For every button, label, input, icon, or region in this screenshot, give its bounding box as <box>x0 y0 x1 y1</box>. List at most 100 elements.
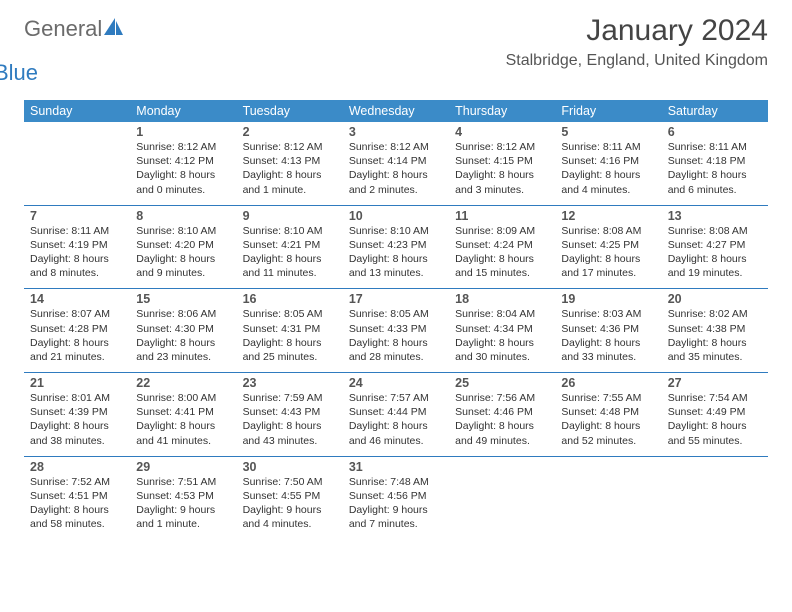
daylight-text: Daylight: 8 hours and 9 minutes. <box>136 252 230 280</box>
daylight-text: Daylight: 8 hours and 11 minutes. <box>243 252 337 280</box>
day-number: 16 <box>243 292 337 306</box>
sunrise-text: Sunrise: 8:12 AM <box>243 140 337 154</box>
sunrise-text: Sunrise: 8:11 AM <box>30 224 124 238</box>
day-number: 18 <box>455 292 549 306</box>
sunrise-text: Sunrise: 7:55 AM <box>561 391 655 405</box>
sunset-text: Sunset: 4:27 PM <box>668 238 762 252</box>
calendar-day-cell: 12Sunrise: 8:08 AMSunset: 4:25 PMDayligh… <box>555 206 661 289</box>
sunrise-text: Sunrise: 8:11 AM <box>668 140 762 154</box>
weekday-header-row: Sunday Monday Tuesday Wednesday Thursday… <box>24 100 768 122</box>
daylight-text: Daylight: 8 hours and 6 minutes. <box>668 168 762 196</box>
calendar-day-cell <box>662 457 768 540</box>
daylight-text: Daylight: 8 hours and 0 minutes. <box>136 168 230 196</box>
day-number: 2 <box>243 125 337 139</box>
daylight-text: Daylight: 8 hours and 13 minutes. <box>349 252 443 280</box>
sunset-text: Sunset: 4:44 PM <box>349 405 443 419</box>
calendar-day-cell: 9Sunrise: 8:10 AMSunset: 4:21 PMDaylight… <box>237 206 343 289</box>
day-number: 30 <box>243 460 337 474</box>
calendar-day-cell: 23Sunrise: 7:59 AMSunset: 4:43 PMDayligh… <box>237 373 343 456</box>
sunset-text: Sunset: 4:51 PM <box>30 489 124 503</box>
day-number: 21 <box>30 376 124 390</box>
calendar-week-row: 21Sunrise: 8:01 AMSunset: 4:39 PMDayligh… <box>24 373 768 457</box>
calendar-day-cell: 11Sunrise: 8:09 AMSunset: 4:24 PMDayligh… <box>449 206 555 289</box>
calendar-day-cell: 25Sunrise: 7:56 AMSunset: 4:46 PMDayligh… <box>449 373 555 456</box>
day-number: 1 <box>136 125 230 139</box>
sunrise-text: Sunrise: 7:48 AM <box>349 475 443 489</box>
calendar-day-cell: 27Sunrise: 7:54 AMSunset: 4:49 PMDayligh… <box>662 373 768 456</box>
sunset-text: Sunset: 4:55 PM <box>243 489 337 503</box>
sunset-text: Sunset: 4:13 PM <box>243 154 337 168</box>
sunset-text: Sunset: 4:19 PM <box>30 238 124 252</box>
daylight-text: Daylight: 9 hours and 7 minutes. <box>349 503 443 531</box>
day-number: 24 <box>349 376 443 390</box>
calendar-day-cell: 28Sunrise: 7:52 AMSunset: 4:51 PMDayligh… <box>24 457 130 540</box>
sunrise-text: Sunrise: 7:50 AM <box>243 475 337 489</box>
calendar-day-cell <box>449 457 555 540</box>
daylight-text: Daylight: 8 hours and 58 minutes. <box>30 503 124 531</box>
sunrise-text: Sunrise: 7:59 AM <box>243 391 337 405</box>
calendar-day-cell: 31Sunrise: 7:48 AMSunset: 4:56 PMDayligh… <box>343 457 449 540</box>
calendar-day-cell: 26Sunrise: 7:55 AMSunset: 4:48 PMDayligh… <box>555 373 661 456</box>
daylight-text: Daylight: 8 hours and 2 minutes. <box>349 168 443 196</box>
sunrise-text: Sunrise: 8:09 AM <box>455 224 549 238</box>
day-number: 9 <box>243 209 337 223</box>
weekday-header: Wednesday <box>343 100 449 122</box>
day-number: 22 <box>136 376 230 390</box>
page-title: January 2024 <box>506 14 768 48</box>
sunset-text: Sunset: 4:31 PM <box>243 322 337 336</box>
calendar-day-cell: 30Sunrise: 7:50 AMSunset: 4:55 PMDayligh… <box>237 457 343 540</box>
day-number: 20 <box>668 292 762 306</box>
sunrise-text: Sunrise: 8:08 AM <box>668 224 762 238</box>
sunrise-text: Sunrise: 8:12 AM <box>455 140 549 154</box>
daylight-text: Daylight: 8 hours and 52 minutes. <box>561 419 655 447</box>
brand-logo: General Blue <box>24 16 102 68</box>
calendar-day-cell: 22Sunrise: 8:00 AMSunset: 4:41 PMDayligh… <box>130 373 236 456</box>
sunrise-text: Sunrise: 8:05 AM <box>243 307 337 321</box>
calendar-day-cell: 6Sunrise: 8:11 AMSunset: 4:18 PMDaylight… <box>662 122 768 205</box>
day-number: 5 <box>561 125 655 139</box>
sunrise-text: Sunrise: 8:06 AM <box>136 307 230 321</box>
daylight-text: Daylight: 8 hours and 21 minutes. <box>30 336 124 364</box>
header-block: January 2024 Stalbridge, England, United… <box>506 14 768 70</box>
daylight-text: Daylight: 8 hours and 28 minutes. <box>349 336 443 364</box>
sunset-text: Sunset: 4:28 PM <box>30 322 124 336</box>
calendar-day-cell <box>24 122 130 205</box>
sunrise-text: Sunrise: 8:12 AM <box>349 140 443 154</box>
sunset-text: Sunset: 4:34 PM <box>455 322 549 336</box>
sunrise-text: Sunrise: 8:10 AM <box>136 224 230 238</box>
day-number: 29 <box>136 460 230 474</box>
daylight-text: Daylight: 8 hours and 8 minutes. <box>30 252 124 280</box>
sunrise-text: Sunrise: 8:02 AM <box>668 307 762 321</box>
brand-word-general: General <box>24 16 102 41</box>
day-number: 12 <box>561 209 655 223</box>
sunset-text: Sunset: 4:43 PM <box>243 405 337 419</box>
day-number: 13 <box>668 209 762 223</box>
sunset-text: Sunset: 4:16 PM <box>561 154 655 168</box>
sunset-text: Sunset: 4:46 PM <box>455 405 549 419</box>
sunset-text: Sunset: 4:14 PM <box>349 154 443 168</box>
day-number: 10 <box>349 209 443 223</box>
sunrise-text: Sunrise: 7:52 AM <box>30 475 124 489</box>
sunset-text: Sunset: 4:23 PM <box>349 238 443 252</box>
calendar-week-row: 28Sunrise: 7:52 AMSunset: 4:51 PMDayligh… <box>24 457 768 540</box>
daylight-text: Daylight: 8 hours and 41 minutes. <box>136 419 230 447</box>
calendar-day-cell: 8Sunrise: 8:10 AMSunset: 4:20 PMDaylight… <box>130 206 236 289</box>
sunrise-text: Sunrise: 8:10 AM <box>243 224 337 238</box>
calendar-grid: Sunday Monday Tuesday Wednesday Thursday… <box>24 100 768 539</box>
location-subtitle: Stalbridge, England, United Kingdom <box>506 52 768 70</box>
sunset-text: Sunset: 4:39 PM <box>30 405 124 419</box>
calendar-day-cell: 5Sunrise: 8:11 AMSunset: 4:16 PMDaylight… <box>555 122 661 205</box>
sunset-text: Sunset: 4:36 PM <box>561 322 655 336</box>
day-number: 14 <box>30 292 124 306</box>
calendar-day-cell: 21Sunrise: 8:01 AMSunset: 4:39 PMDayligh… <box>24 373 130 456</box>
sunrise-text: Sunrise: 8:10 AM <box>349 224 443 238</box>
sunrise-text: Sunrise: 8:00 AM <box>136 391 230 405</box>
day-number: 19 <box>561 292 655 306</box>
daylight-text: Daylight: 8 hours and 43 minutes. <box>243 419 337 447</box>
day-number: 15 <box>136 292 230 306</box>
calendar-day-cell: 15Sunrise: 8:06 AMSunset: 4:30 PMDayligh… <box>130 289 236 372</box>
daylight-text: Daylight: 9 hours and 4 minutes. <box>243 503 337 531</box>
daylight-text: Daylight: 8 hours and 38 minutes. <box>30 419 124 447</box>
weekday-header: Friday <box>555 100 661 122</box>
sunset-text: Sunset: 4:21 PM <box>243 238 337 252</box>
